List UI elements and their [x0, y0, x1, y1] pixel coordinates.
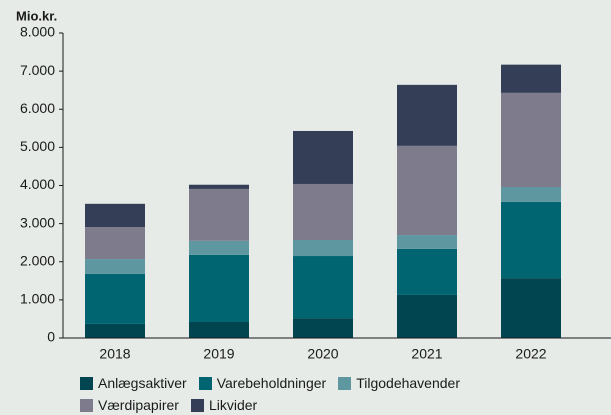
bar-segment [189, 240, 249, 255]
bar-segment [293, 240, 353, 257]
bar-segment [501, 201, 561, 279]
legend-item: Anlægsaktiver [80, 374, 187, 392]
bar-segment [293, 318, 353, 338]
bar-segment [397, 84, 457, 146]
legend-label: Likvider [208, 397, 258, 413]
x-tick-label: 2019 [203, 346, 234, 362]
bar-segment [85, 323, 145, 338]
legend-item: Værdipapirer [80, 396, 179, 414]
legend-swatch [190, 398, 204, 412]
y-tick-label: 2.000 [20, 252, 55, 268]
legend-label: Værdipapirer [98, 397, 179, 413]
bar-segment [293, 183, 353, 241]
chart-title: Mio.kr. [16, 8, 57, 23]
bar-segment [189, 184, 249, 189]
bar-segment [85, 203, 145, 228]
x-tick-label: 2021 [411, 346, 442, 362]
legend-item: Likvider [190, 396, 258, 414]
y-tick-label: 7.000 [20, 62, 55, 78]
y-tick-label: 3.000 [20, 214, 55, 230]
x-tick-label: 2022 [515, 346, 546, 362]
y-tick-label: 8.000 [20, 24, 55, 40]
x-tick-label: 2020 [307, 346, 338, 362]
legend-swatch [80, 398, 93, 412]
bar-segment [501, 92, 561, 188]
bar-segment [397, 145, 457, 236]
legend-swatch [80, 376, 93, 390]
y-tick-label: 1.000 [20, 291, 55, 307]
legend-label: Varebeholdninger [216, 375, 327, 391]
legend-swatch [198, 376, 212, 390]
bar-segment [85, 259, 145, 274]
y-tick-label: 0 [47, 329, 55, 345]
y-tick-label: 6.000 [20, 100, 55, 116]
bar-segment [397, 235, 457, 249]
y-tick-label: 4.000 [20, 176, 55, 192]
bar-segment [397, 294, 457, 338]
bar-segment [85, 273, 145, 324]
legend-label: Tilgodehavender [356, 375, 460, 391]
bar-segment [189, 254, 249, 322]
legend-item: Tilgodehavender [338, 374, 460, 392]
bar-segment [293, 130, 353, 184]
bar-segment [189, 321, 249, 338]
bar-segment [293, 256, 353, 319]
bar-segment [501, 278, 561, 338]
bar-segment [397, 248, 457, 295]
y-tick-label: 5.000 [20, 138, 55, 154]
bar-segment [85, 227, 145, 260]
legend-item: Varebeholdninger [198, 374, 327, 392]
bar-segment [501, 187, 561, 202]
chart: Mio.kr. 0 1.000 2.000 3.000 4.000 5.000 6.000 7… [16, 8, 611, 362]
x-tick-label: 2018 [99, 346, 130, 362]
legend-swatch [338, 376, 352, 390]
legend-label: Anlægsaktiver [98, 375, 187, 391]
bar-segment [501, 64, 561, 93]
legend: Anlægsaktiver Varebeholdninger Tilgodehave… [80, 374, 540, 414]
bar-segment [189, 188, 249, 241]
